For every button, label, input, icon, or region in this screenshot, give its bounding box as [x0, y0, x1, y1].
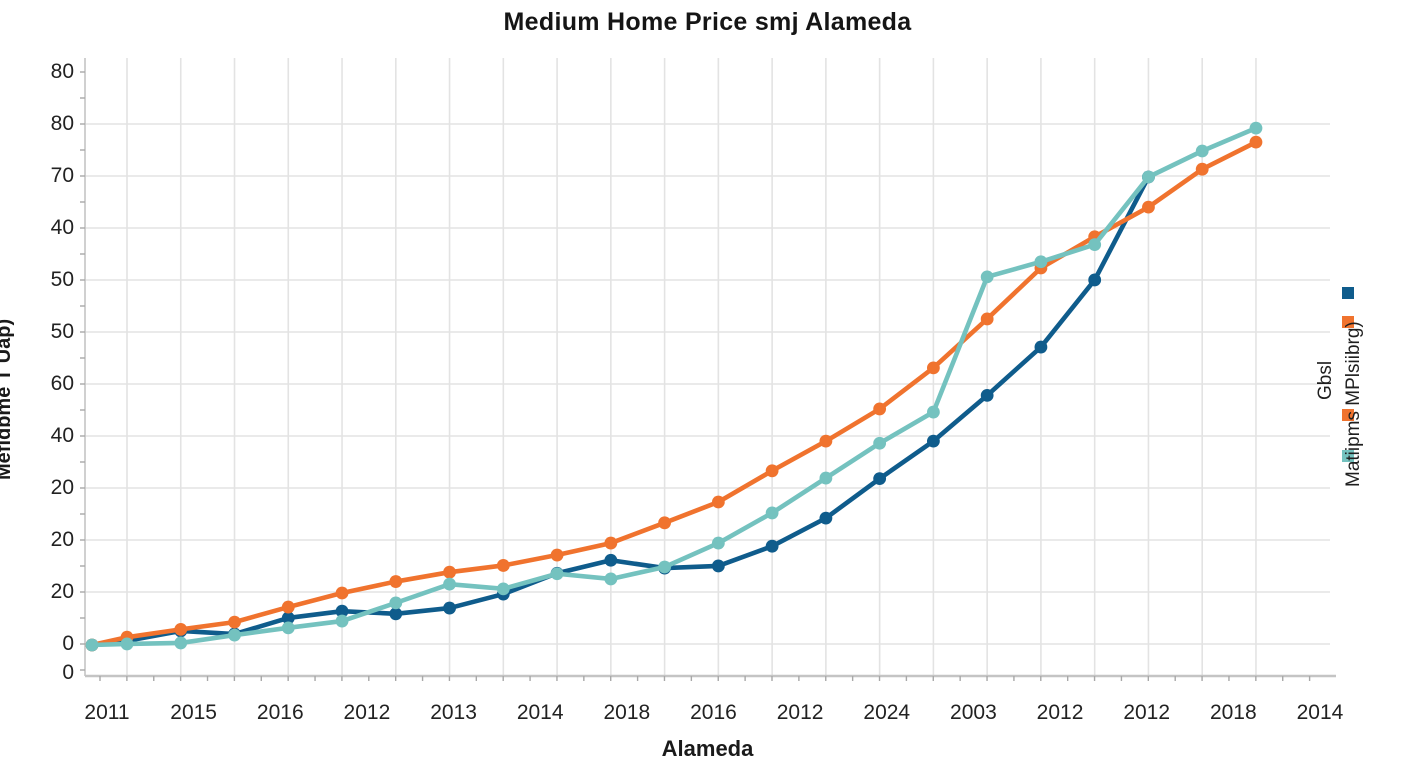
data-point-blue — [1034, 340, 1048, 354]
chart-title: Medium Home Price smj Alameda — [503, 8, 912, 36]
data-point-orange — [335, 586, 349, 600]
data-point-teal — [980, 270, 994, 284]
data-point-teal — [604, 572, 618, 586]
data-point-blue — [819, 511, 833, 525]
data-point-blue — [873, 472, 887, 485]
data-point-orange — [658, 516, 671, 530]
y-tick-label: 40 — [50, 216, 74, 239]
data-point-orange — [1195, 162, 1209, 176]
data-point-orange — [389, 575, 403, 588]
data-point-teal — [1195, 144, 1209, 158]
x-tick-label: 2014 — [1296, 701, 1344, 724]
data-point-blue — [765, 539, 779, 553]
data-point-teal — [927, 405, 940, 419]
data-point-blue — [927, 434, 940, 448]
data-point-teal — [281, 621, 295, 635]
data-point-blue — [443, 601, 456, 615]
data-point-teal — [335, 614, 349, 628]
y-tick-label: 70 — [50, 164, 74, 187]
data-point-orange — [873, 402, 887, 416]
x-tick-label: 2014 — [516, 701, 564, 724]
x-tick-label: 2024 — [863, 701, 911, 724]
data-point-orange — [443, 565, 456, 579]
data-point-orange — [765, 464, 779, 478]
legend-swatch-orange — [1342, 316, 1354, 328]
data-point-teal — [765, 506, 779, 520]
y-tick-label: 80 — [50, 112, 74, 135]
data-point-blue — [389, 607, 403, 621]
data-point-teal — [819, 471, 833, 485]
data-point-orange — [174, 623, 188, 636]
x-tick-label: 2012 — [1036, 701, 1084, 724]
y-tick-label: 60 — [50, 372, 74, 395]
y-tick-label: 50 — [50, 268, 74, 291]
legend-swatch-orange — [1342, 409, 1354, 421]
x-tick-label: 2003 — [950, 701, 997, 724]
x-tick-label: 2011 — [84, 701, 130, 724]
data-point-orange — [980, 312, 994, 326]
y-tick-label: 0 — [62, 661, 74, 684]
data-point-blue — [711, 559, 725, 573]
data-point-orange — [1142, 200, 1155, 214]
x-tick-label: 2018 — [603, 701, 651, 724]
data-point-orange — [228, 615, 241, 629]
data-point-orange — [604, 536, 618, 550]
legend-label-1: Gbsl — [1315, 360, 1336, 400]
y-tick-label: 0 — [62, 632, 74, 655]
data-point-teal — [1142, 170, 1155, 184]
y-tick-label: 20 — [50, 476, 74, 499]
data-point-teal — [120, 637, 134, 651]
data-point-teal — [1249, 121, 1263, 135]
x-tick-label: 2012 — [343, 701, 391, 724]
data-point-orange — [711, 495, 725, 509]
y-tick-label: 40 — [50, 424, 74, 447]
data-point-orange — [550, 548, 564, 562]
legend-label-2: Matiipms MPlsiibrg) — [1343, 321, 1364, 487]
y-tick-label: 50 — [50, 320, 74, 343]
data-point-orange — [496, 559, 510, 572]
data-point-teal — [873, 436, 887, 450]
data-point-orange — [1249, 135, 1263, 149]
data-point-blue — [335, 604, 349, 618]
data-point-teal — [1034, 255, 1048, 269]
data-point-teal — [174, 636, 188, 650]
data-point-blue — [980, 389, 994, 402]
data-point-teal — [496, 582, 510, 596]
legend-swatch-teal — [1342, 450, 1354, 462]
x-tick-label: 2013 — [430, 701, 477, 724]
data-point-teal — [658, 560, 671, 574]
legend-swatch-blue — [1342, 287, 1354, 299]
x-tick-label: 2016 — [690, 701, 737, 724]
data-point-teal — [389, 596, 403, 610]
data-point-teal — [550, 567, 564, 581]
data-point-orange — [927, 361, 940, 375]
y-tick-label: 20 — [50, 528, 74, 551]
data-point-teal — [85, 638, 99, 652]
x-tick-label: 2012 — [776, 701, 824, 724]
data-point-teal — [228, 628, 241, 642]
data-point-blue — [281, 611, 295, 625]
y-tick-label: 20 — [50, 580, 74, 603]
data-point-orange — [281, 600, 295, 614]
y-tick-label: 80 — [50, 60, 74, 83]
x-tick-label: 2016 — [256, 701, 304, 724]
data-point-teal — [711, 536, 725, 550]
x-axis-title: Alameda — [661, 736, 754, 761]
x-tick-label: 2012 — [1123, 701, 1171, 724]
data-point-teal — [443, 577, 456, 591]
data-point-orange — [819, 434, 833, 448]
data-point-blue — [1088, 273, 1102, 287]
data-point-blue — [604, 553, 618, 567]
data-point-teal — [1088, 238, 1102, 252]
x-tick-label: 2018 — [1209, 701, 1257, 724]
x-tick-label: 2015 — [170, 701, 217, 724]
